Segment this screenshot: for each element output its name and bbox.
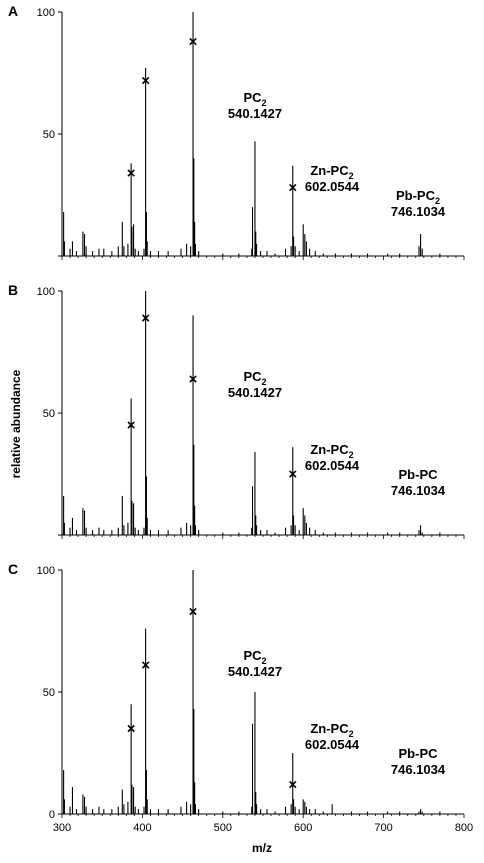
x-tick-label: 600 (294, 822, 312, 834)
annotation-subscript: 2 (349, 450, 354, 460)
peak-annotation-mass: 540.1427 (228, 106, 282, 121)
annotation-name-text: Pb-PC (396, 188, 436, 203)
spectrum-panel-a: A50100××××PC2540.1427Zn-PC2602.0544Pb-PC… (8, 3, 465, 260)
x-marker: × (141, 72, 150, 89)
peak-annotation-mass: 602.0544 (305, 737, 360, 752)
peak-annotation-name: Zn-PC2 (310, 721, 353, 739)
x-tick-label: 700 (374, 822, 392, 834)
panel-label: A (8, 3, 18, 19)
x-marker: × (127, 721, 136, 738)
annotation-name-text: PC (243, 648, 262, 663)
y-tick-label: 50 (43, 687, 55, 699)
x-tick-label: 300 (53, 822, 71, 834)
x-marker: × (288, 777, 297, 794)
x-marker: × (189, 371, 198, 388)
peak-annotation-name: PC2 (243, 369, 266, 387)
peak-annotation-mass: 602.0544 (305, 458, 360, 473)
annotation-name-text: Zn-PC (310, 163, 349, 178)
x-marker: × (141, 310, 150, 327)
peak-annotation-name: PC2 (243, 648, 266, 666)
peak-annotation-name: Zn-PC2 (310, 163, 353, 181)
annotation-subscript: 2 (349, 171, 354, 181)
y-tick-label: 100 (37, 286, 55, 298)
x-marker: × (127, 417, 136, 434)
x-marker: × (127, 165, 136, 182)
y-tick-label: 50 (43, 129, 55, 141)
x-tick-label: 400 (133, 822, 151, 834)
annotation-name-text: Zn-PC (310, 721, 349, 736)
annotation-name-text: Pb-PC (399, 467, 439, 482)
x-marker: × (141, 657, 150, 674)
y-tick-label: 50 (43, 408, 55, 420)
peak-annotation-name: PC2 (243, 90, 266, 108)
annotation-subscript: 2 (349, 729, 354, 739)
peak-annotation-name: Pb-PC2 (396, 188, 440, 206)
annotation-name-text: PC (243, 369, 262, 384)
annotation-name-text: PC (243, 90, 262, 105)
peak-annotation-name: Zn-PC2 (310, 442, 353, 460)
peak-annotation-mass: 540.1427 (228, 664, 282, 679)
peak-annotation-name: Pb-PC (399, 746, 439, 761)
x-axis-title: m/z (252, 841, 272, 855)
x-tick-label: 500 (214, 822, 232, 834)
annotation-name-text: Zn-PC (310, 442, 349, 457)
x-marker: × (288, 180, 297, 197)
y-axis-title: relative abundance (9, 369, 23, 478)
peak-annotation-mass: 540.1427 (228, 385, 282, 400)
y-tick-label: 100 (37, 565, 55, 577)
x-marker: × (189, 603, 198, 620)
x-marker: × (189, 33, 198, 50)
peak-annotation-mass: 602.0544 (305, 179, 360, 194)
x-tick-label: 800 (455, 822, 473, 834)
peak-annotation-mass: 746.1034 (391, 483, 446, 498)
spectrum-panel-c: C050100××××PC2540.1427Zn-PC2602.0544Pb-P… (8, 561, 473, 834)
peak-annotation-mass: 746.1034 (391, 204, 446, 219)
panel-label: C (8, 561, 18, 577)
x-marker: × (288, 466, 297, 483)
panel-label: B (8, 282, 18, 298)
annotation-subscript: 2 (262, 377, 267, 387)
spectrum-panel-b: B50100××××PC2540.1427Zn-PC2602.0544Pb-PC… (8, 282, 465, 539)
annotation-subscript: 2 (435, 196, 440, 206)
peak-annotation-name: Pb-PC (399, 467, 439, 482)
y-tick-label: 100 (37, 7, 55, 19)
annotation-name-text: Pb-PC (399, 746, 439, 761)
annotation-subscript: 2 (262, 656, 267, 666)
y-tick-label: 0 (49, 809, 55, 821)
annotation-subscript: 2 (262, 98, 267, 108)
peak-annotation-mass: 746.1034 (391, 762, 446, 777)
